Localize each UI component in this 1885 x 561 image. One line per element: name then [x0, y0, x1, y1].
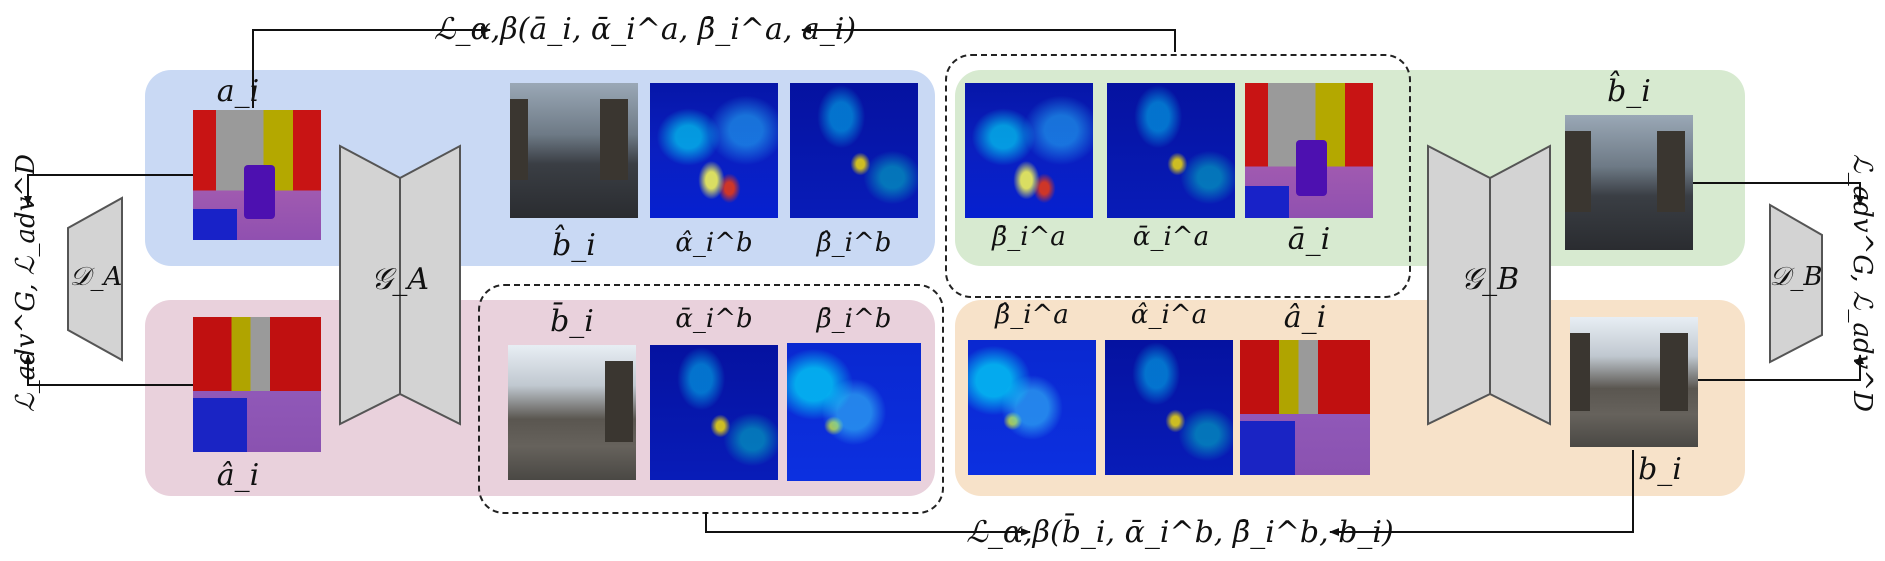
- label-b-hat-i: b̂_i: [552, 228, 596, 263]
- attention-map-beta-hat-a: [968, 340, 1096, 475]
- attention-map-beta-bar-b: [787, 343, 921, 481]
- label-beta-bar-b: β̄_i^b: [816, 304, 892, 334]
- discriminator-b-label: 𝒟_B: [1769, 262, 1823, 292]
- generated-segmentation-a-hat-right: [1240, 340, 1370, 475]
- attention-map-alpha-bar-b: [650, 345, 778, 480]
- loss-top: ℒ_α,β(ā_i, ᾱ_i^a, β̄_i^a, a_i): [433, 12, 857, 47]
- generator-b-label: 𝒢_B: [1460, 262, 1520, 297]
- segmentation-image-a: [193, 110, 321, 240]
- input-photo-b: [1570, 317, 1698, 447]
- label-alpha-hat-a: α̂_i^a: [1130, 300, 1208, 330]
- generated-segmentation-a-hat: [193, 317, 321, 452]
- reconstruction-group-b: [478, 284, 944, 514]
- discriminator-b: [1769, 203, 1823, 364]
- generated-photo-b-hat: [510, 83, 638, 218]
- discriminator-a-label: 𝒟_A: [69, 262, 123, 292]
- reconstructed-photo-b-bar: [508, 345, 636, 480]
- attention-map-alpha-bar-a: [1107, 83, 1235, 218]
- attention-map-beta-bar-a: [965, 83, 1093, 218]
- label-alpha-hat-b: α̂_i^b: [675, 228, 753, 258]
- discriminator-a: [67, 196, 123, 362]
- generated-photo-b-hat-right: [1565, 115, 1693, 250]
- generator-a: [339, 144, 461, 426]
- label-b-bar-i: b̄_i: [550, 304, 594, 339]
- label-alpha-bar-b: ᾱ_i^b: [675, 304, 753, 334]
- label-a-bar-i: ā_i: [1287, 222, 1331, 257]
- label-a-hat-i: â_i: [216, 458, 260, 493]
- label-a-i: a_i: [216, 74, 260, 109]
- attention-map-beta-hat-b: [790, 83, 918, 218]
- reconstruction-group-a: [945, 54, 1411, 298]
- loss-bottom: ℒ_α,β(b̄_i, ᾱ_i^b, β̄_i^b, b_i): [966, 515, 1394, 550]
- label-beta-hat-a: β̂_i^a: [995, 300, 1069, 330]
- label-b-hat-i-right: b̂_i: [1607, 74, 1651, 109]
- attention-map-alpha-hat-a: [1105, 340, 1233, 475]
- attention-map-alpha-hat-b: [650, 83, 778, 218]
- label-beta-hat-b: β̂_i^b: [816, 228, 892, 258]
- label-a-hat-i-mid: â_i: [1283, 300, 1327, 335]
- loss-adv-right: ℒ_adv^G, ℒ_adv^D: [1847, 154, 1877, 412]
- generator-b: [1427, 144, 1551, 426]
- label-beta-bar-a: β̄_i^a: [992, 222, 1066, 252]
- generator-a-label: 𝒢_A: [370, 262, 430, 297]
- label-b-i: b_i: [1638, 452, 1682, 487]
- reconstructed-segmentation-a-bar: [1245, 83, 1373, 218]
- loss-adv-left: ℒ_adv^G, ℒ_adv^D: [11, 154, 41, 412]
- label-alpha-bar-a: ᾱ_i^a: [1132, 222, 1210, 252]
